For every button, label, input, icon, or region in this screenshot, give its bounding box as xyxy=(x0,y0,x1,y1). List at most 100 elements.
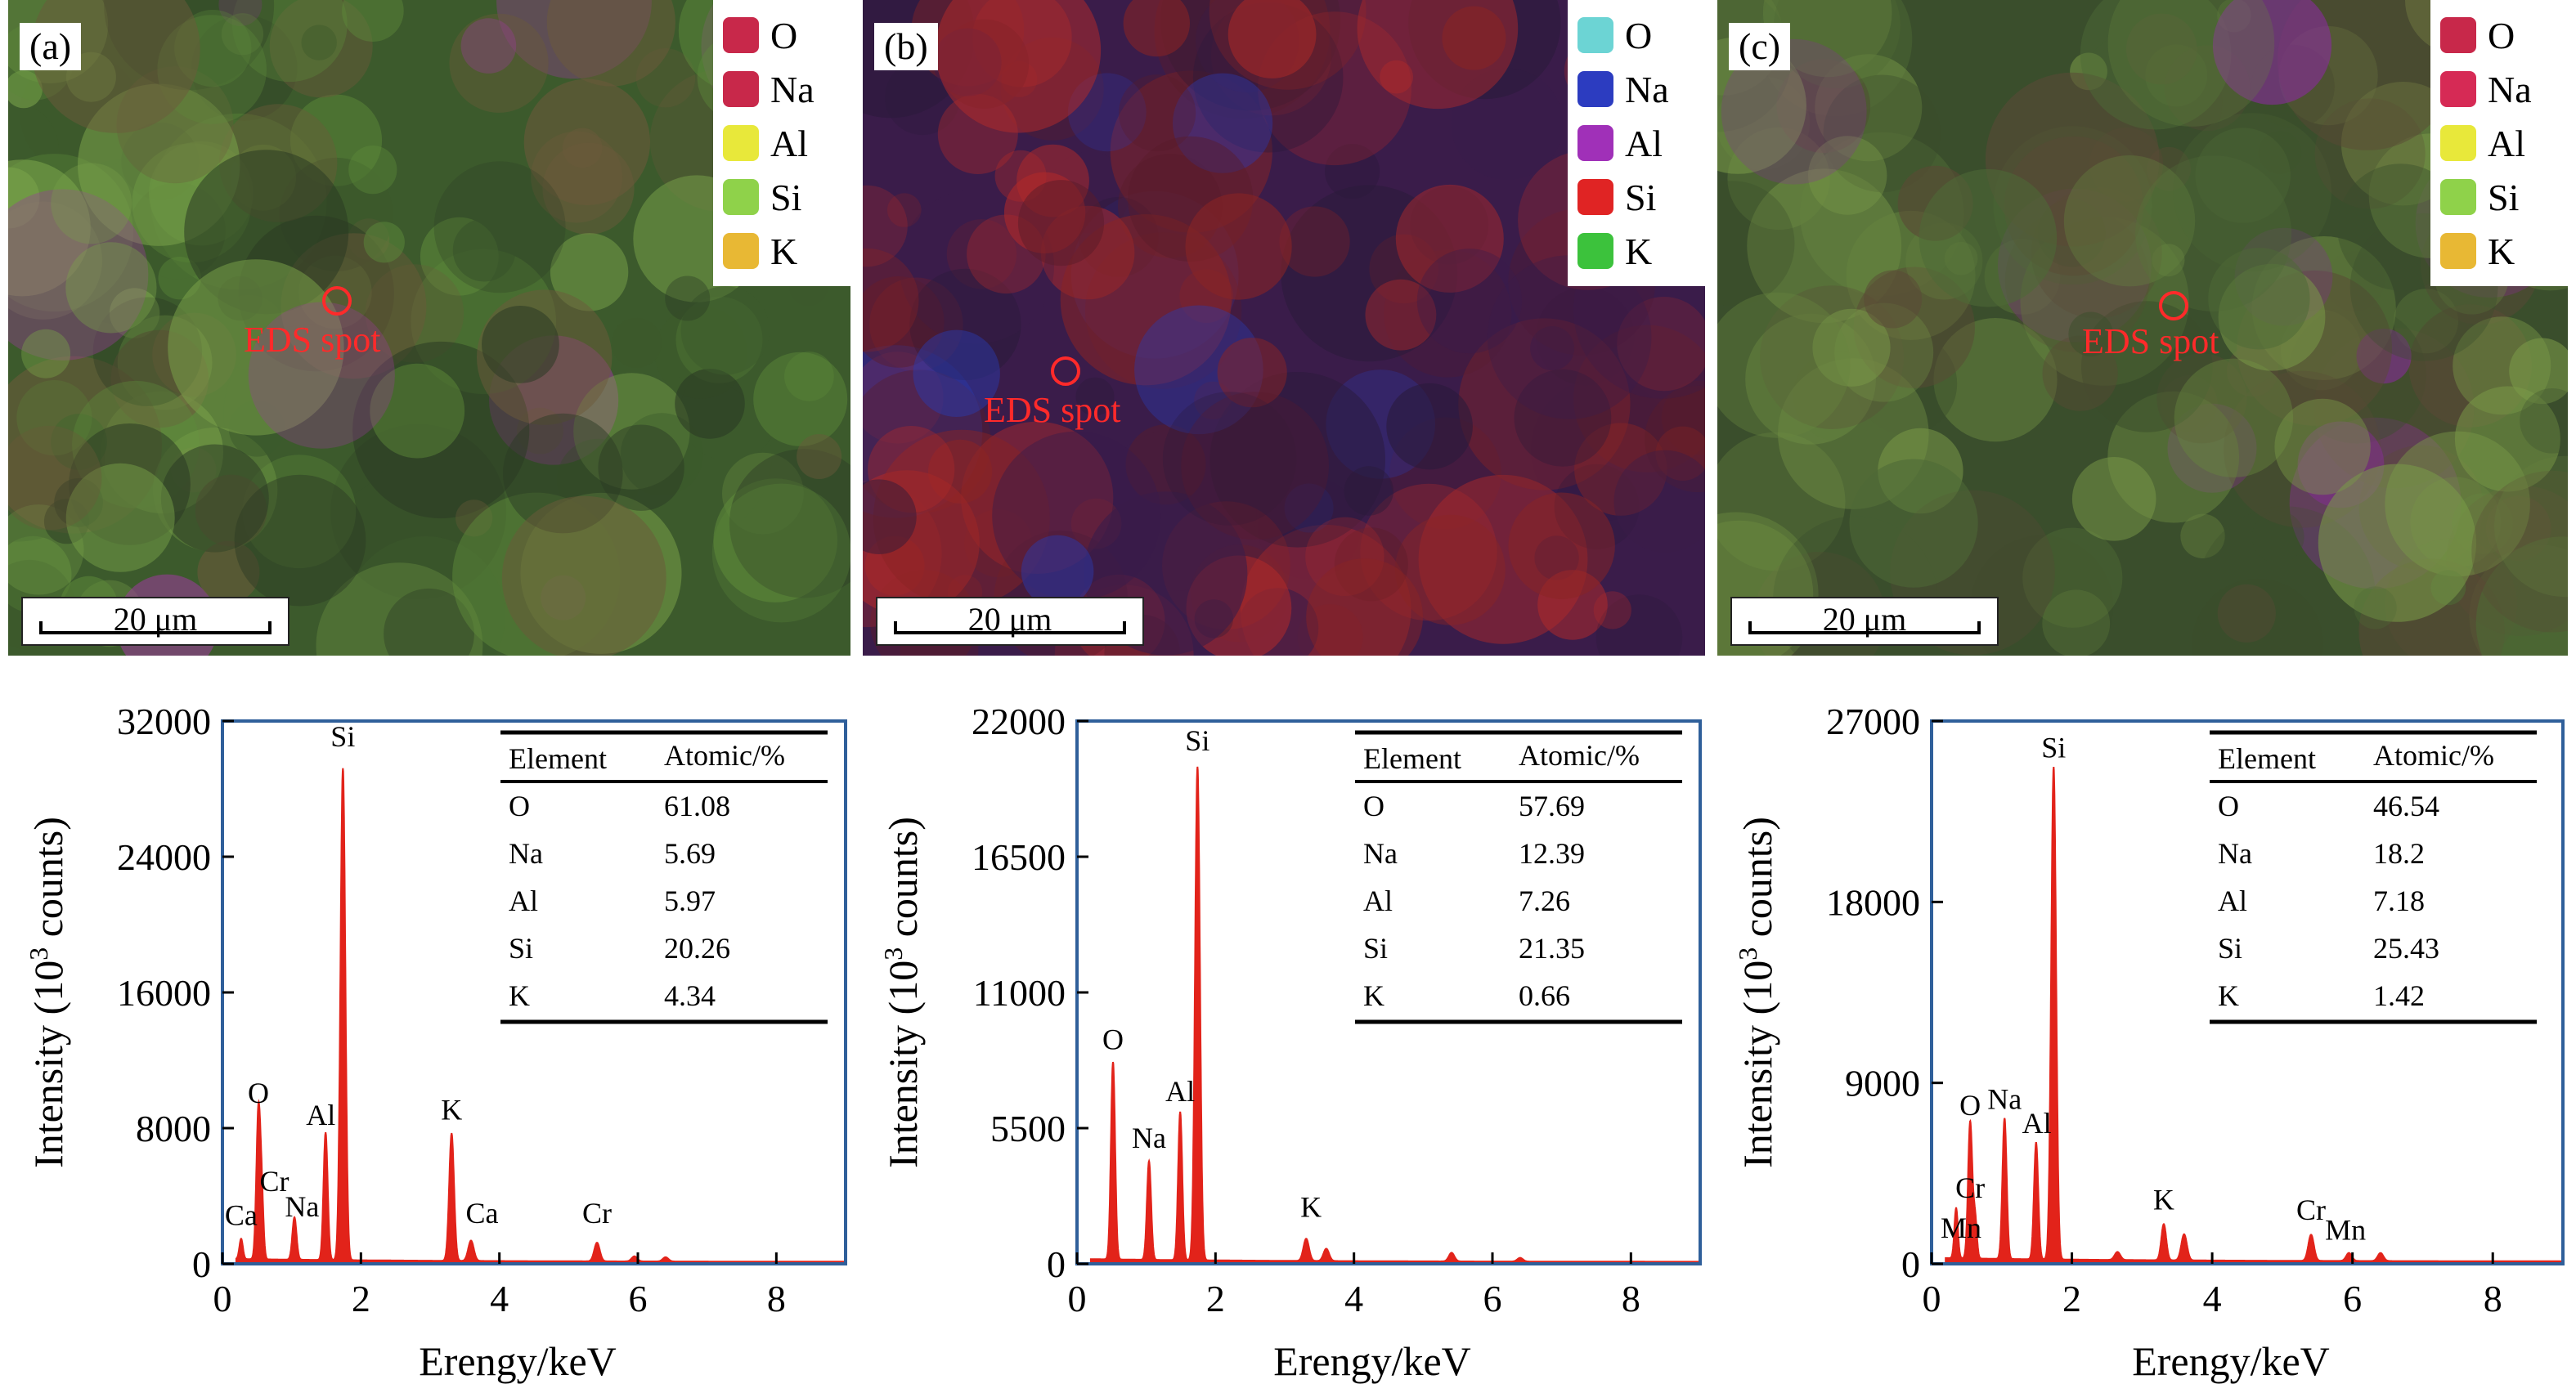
scale-bar: 20 μm xyxy=(1730,597,1999,646)
map-blob xyxy=(316,562,483,656)
legend-swatch xyxy=(723,17,759,53)
map-blob xyxy=(1595,594,1683,656)
legend-label: Si xyxy=(1625,176,1657,218)
map-blob xyxy=(598,424,684,511)
plot-frame xyxy=(1930,719,2565,1265)
map-blob xyxy=(1395,184,1504,293)
eds-map-a: (a) O Na Al Si K EDS spot 20 μm xyxy=(8,0,850,656)
map-blob xyxy=(863,185,908,267)
map-blob xyxy=(16,380,92,456)
peak-label: Ca xyxy=(466,1197,499,1230)
table-cell-value: 21.35 xyxy=(1519,932,1585,965)
map-blob xyxy=(2080,0,2232,130)
map-blob xyxy=(342,0,404,42)
map-blob xyxy=(863,352,944,444)
table-cell-element: Si xyxy=(1363,932,1388,965)
map-blob xyxy=(873,429,1050,607)
x-tick-label: 2 xyxy=(1206,1278,1225,1319)
eds-spot-label: EDS spot xyxy=(2082,321,2219,361)
x-tick-label: 0 xyxy=(213,1278,232,1319)
legend-b: O Na Al Si K xyxy=(1568,0,1705,286)
map-blob xyxy=(1531,378,1675,522)
map-blob xyxy=(729,449,850,598)
table-cell-element: Al xyxy=(1363,885,1393,917)
table-cell-element: Al xyxy=(2218,885,2247,917)
legend-label: O xyxy=(2488,14,2515,56)
map-blob xyxy=(961,421,1114,574)
table-cell-element: Na xyxy=(2218,837,2252,870)
legend-label: Na xyxy=(1625,68,1669,110)
legend-item-o: O xyxy=(2440,8,2555,62)
panel-label-b: (b) xyxy=(874,23,938,70)
map-blob xyxy=(665,275,711,321)
x-tick-label: 4 xyxy=(490,1278,509,1319)
map-blob xyxy=(1344,466,1393,516)
map-blob xyxy=(460,18,517,74)
legend-item-si: Si xyxy=(1577,170,1692,224)
map-blob xyxy=(452,218,516,282)
map-blob xyxy=(523,78,651,205)
scale-bar: 20 μm xyxy=(21,597,289,646)
map-blob xyxy=(1487,255,1652,419)
table-header: Element xyxy=(1363,742,1461,775)
map-blob xyxy=(2251,510,2304,563)
map-blob xyxy=(269,0,373,98)
peak-label: Na xyxy=(285,1190,319,1223)
map-blob xyxy=(797,434,842,479)
map-blob xyxy=(573,373,690,490)
legend-item-al: Al xyxy=(1577,116,1692,170)
map-blob xyxy=(2145,44,2208,107)
panel-b: (b) O Na Al Si K EDS spot 20 μm 0 5500 110… xyxy=(863,0,1705,1393)
legend-swatch xyxy=(2440,233,2476,269)
peak-label: Al xyxy=(2022,1107,2052,1140)
map-blob xyxy=(1021,535,1094,608)
table-cell-value: 4.34 xyxy=(664,979,716,1012)
map-blob xyxy=(370,363,465,459)
map-blob xyxy=(2192,578,2324,656)
map-blob xyxy=(611,317,662,369)
map-texture-a xyxy=(8,0,850,656)
map-blob xyxy=(348,146,397,195)
x-tick-label: 0 xyxy=(1923,1278,1941,1319)
legend-label: Al xyxy=(1625,122,1663,164)
map-blob xyxy=(913,329,1000,417)
legend-swatch xyxy=(1577,179,1613,215)
map-blob xyxy=(2471,470,2568,633)
map-blob xyxy=(1279,206,1350,277)
legend-item-k: K xyxy=(1577,224,1692,278)
table-cell-value: 18.2 xyxy=(2373,837,2425,870)
peak-label: K xyxy=(441,1094,462,1126)
map-blob xyxy=(1162,392,1297,526)
x-tick-label: 2 xyxy=(352,1278,370,1319)
y-tick-label: 16000 xyxy=(117,972,211,1014)
map-blob xyxy=(1394,514,1506,625)
map-blob xyxy=(1325,144,1380,199)
map-blob xyxy=(65,463,175,572)
peak-label: Mn xyxy=(2325,1213,2366,1246)
y-tick-label: 0 xyxy=(192,1243,211,1285)
map-blob xyxy=(301,25,337,60)
y-tick-label: 22000 xyxy=(972,703,1066,742)
table-cell-value: 7.26 xyxy=(1519,885,1570,917)
map-blob xyxy=(909,268,1021,381)
plot-frame xyxy=(1075,719,1702,1265)
peak-label: Al xyxy=(1165,1075,1195,1108)
map-blob xyxy=(542,142,635,235)
map-blob xyxy=(1017,180,1105,267)
table-cell-value: 0.66 xyxy=(1519,979,1570,1012)
map-blob xyxy=(2494,455,2568,598)
map-blob xyxy=(54,477,103,527)
map-blob xyxy=(1593,591,1631,629)
y-tick-label: 24000 xyxy=(117,836,211,878)
table-cell-element: Na xyxy=(509,837,543,870)
map-blob xyxy=(2125,13,2197,85)
y-tick-label: 32000 xyxy=(117,703,211,742)
y-tick-label: 16500 xyxy=(972,836,1066,878)
legend-label: Si xyxy=(2488,176,2520,218)
map-blob xyxy=(1508,492,1615,599)
map-blob xyxy=(1227,0,1317,78)
y-tick-label: 18000 xyxy=(1826,881,1920,923)
scale-bar-line xyxy=(1748,621,1981,634)
map-blob xyxy=(8,189,149,361)
x-tick-label: 4 xyxy=(2203,1278,2222,1319)
